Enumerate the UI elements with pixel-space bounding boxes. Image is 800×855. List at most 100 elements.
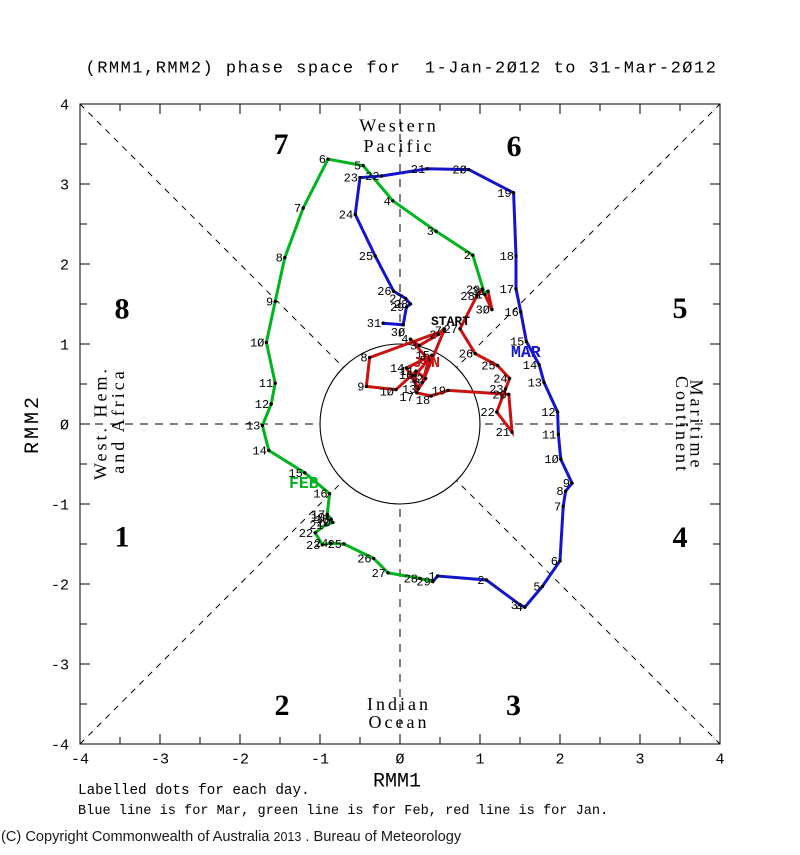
svg-text:2Ø: 2Ø — [316, 516, 330, 530]
svg-text:28: 28 — [394, 298, 408, 312]
svg-text:3: 3 — [506, 689, 521, 722]
svg-text:-4: -4 — [51, 738, 69, 755]
svg-text:5: 5 — [420, 354, 427, 368]
svg-text:16: 16 — [504, 306, 518, 320]
svg-text:17: 17 — [311, 508, 325, 522]
svg-text:5: 5 — [533, 580, 540, 594]
svg-text:FEB: FEB — [289, 474, 319, 493]
svg-text:2Ø: 2Ø — [492, 388, 506, 402]
svg-text:4: 4 — [401, 333, 408, 347]
svg-text:23: 23 — [489, 383, 503, 397]
svg-text:Ocean: Ocean — [369, 712, 430, 732]
svg-text:4: 4 — [673, 521, 688, 554]
svg-text:6: 6 — [507, 130, 522, 163]
svg-text:and Africa: and Africa — [108, 368, 128, 473]
svg-text:17: 17 — [500, 283, 514, 297]
svg-text:11: 11 — [400, 365, 414, 379]
svg-text:-3: -3 — [151, 752, 169, 769]
svg-text:Maritime: Maritime — [687, 380, 707, 471]
svg-text:3Ø: 3Ø — [476, 304, 490, 318]
svg-text:25: 25 — [359, 250, 373, 264]
svg-text:4: 4 — [516, 601, 523, 615]
svg-text:-3: -3 — [51, 658, 69, 675]
svg-text:1Ø: 1Ø — [380, 386, 394, 400]
svg-text:1Ø: 1Ø — [544, 453, 558, 467]
svg-text:7: 7 — [554, 500, 561, 514]
svg-text:2Ø: 2Ø — [452, 164, 466, 178]
svg-text:-2: -2 — [51, 578, 69, 595]
svg-text:11: 11 — [542, 428, 556, 442]
svg-text:16: 16 — [313, 488, 327, 502]
svg-text:4: 4 — [384, 195, 391, 209]
svg-text:START: START — [431, 314, 470, 329]
svg-text:(C) Copyright Commonwealth of: (C) Copyright Commonwealth of Australia … — [1, 829, 462, 845]
svg-text:RMM1: RMM1 — [373, 771, 421, 794]
svg-text:JAN: JAN — [413, 355, 440, 372]
svg-text:2: 2 — [477, 574, 484, 588]
svg-text:26: 26 — [377, 285, 391, 299]
svg-text:3: 3 — [410, 340, 417, 354]
svg-text:19: 19 — [311, 511, 325, 525]
svg-text:9: 9 — [357, 380, 364, 394]
svg-text:Blue line is for Mar, green li: Blue line is for Mar, green line is for … — [78, 804, 608, 819]
svg-text:1: 1 — [476, 288, 483, 302]
svg-text:27: 27 — [389, 292, 403, 306]
svg-text:13: 13 — [402, 383, 416, 397]
svg-text:Labelled dots for each day.: Labelled dots for each day. — [78, 783, 310, 799]
svg-text:3: 3 — [635, 752, 644, 769]
svg-text:-4: -4 — [71, 752, 89, 769]
svg-text:14: 14 — [390, 362, 404, 376]
svg-text:2: 2 — [60, 258, 69, 275]
svg-text:1: 1 — [60, 338, 69, 355]
svg-text:3: 3 — [511, 599, 518, 613]
svg-text:24: 24 — [339, 208, 353, 222]
svg-text:23: 23 — [306, 539, 320, 553]
svg-text:27: 27 — [372, 567, 386, 581]
svg-text:2: 2 — [275, 689, 290, 722]
svg-text:12: 12 — [541, 406, 555, 420]
svg-text:26: 26 — [357, 552, 371, 566]
svg-text:25: 25 — [328, 538, 342, 552]
svg-text:17: 17 — [399, 391, 413, 405]
svg-text:8: 8 — [276, 252, 283, 266]
svg-text:11: 11 — [259, 377, 273, 391]
svg-text:Ø: Ø — [60, 418, 69, 435]
svg-text:8: 8 — [556, 485, 563, 499]
svg-text:22: 22 — [480, 406, 494, 420]
svg-text:2: 2 — [429, 328, 436, 342]
svg-text:21: 21 — [309, 519, 323, 533]
svg-text:16: 16 — [399, 369, 413, 383]
svg-text:29: 29 — [416, 576, 430, 590]
svg-text:22: 22 — [365, 170, 379, 184]
svg-text:29: 29 — [466, 284, 480, 298]
svg-text:3: 3 — [427, 225, 434, 239]
svg-text:18: 18 — [315, 513, 329, 527]
svg-text:15: 15 — [288, 467, 302, 481]
svg-text:9: 9 — [266, 296, 273, 310]
svg-text:18: 18 — [416, 394, 430, 408]
svg-text:14: 14 — [523, 359, 537, 373]
svg-text:3Ø: 3Ø — [391, 326, 405, 340]
svg-text:19: 19 — [497, 187, 511, 201]
svg-text:6: 6 — [319, 153, 326, 167]
svg-text:27: 27 — [444, 323, 458, 337]
svg-text:West. Hem.: West. Hem. — [91, 366, 111, 480]
svg-text:1: 1 — [475, 752, 484, 769]
svg-text:2: 2 — [464, 249, 471, 263]
svg-text:5: 5 — [673, 292, 688, 325]
svg-text:4: 4 — [715, 752, 724, 769]
svg-text:26: 26 — [459, 348, 473, 362]
svg-text:13: 13 — [246, 420, 260, 434]
svg-text:7: 7 — [294, 202, 301, 216]
svg-text:14: 14 — [252, 444, 266, 458]
svg-text:18: 18 — [500, 250, 514, 264]
svg-text:13: 13 — [528, 376, 542, 390]
svg-text:Western: Western — [359, 116, 439, 136]
svg-text:23: 23 — [344, 172, 358, 186]
svg-text:Ø: Ø — [395, 752, 404, 769]
svg-text:-1: -1 — [51, 498, 69, 515]
svg-text:19: 19 — [432, 384, 446, 398]
svg-text:8: 8 — [360, 352, 367, 366]
svg-text:12: 12 — [409, 372, 423, 386]
svg-text:15: 15 — [510, 336, 524, 350]
